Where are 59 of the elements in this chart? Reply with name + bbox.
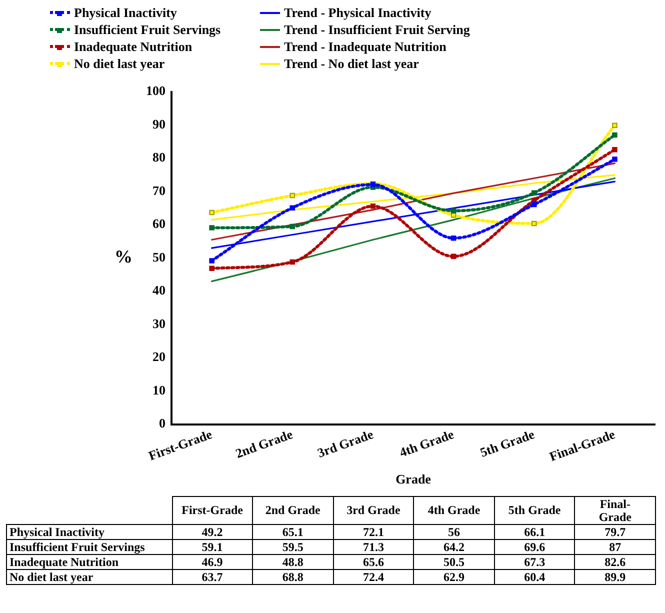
- data-label: 59.5: [252, 540, 334, 554]
- text: Insufficient Fruit Servings: [10, 540, 145, 554]
- y-tick-label: 70: [152, 182, 166, 198]
- data-label: 64.2: [414, 540, 494, 554]
- data-label: 87: [574, 540, 656, 554]
- y-tick-label: 20: [152, 349, 166, 364]
- data-label: 67.3: [494, 554, 575, 570]
- data-label: 62.9: [414, 570, 494, 584]
- data-label: 56: [414, 524, 494, 540]
- legend-label: Physical Inactivity: [74, 4, 177, 20]
- legend-label: Insufficient Fruit Servings: [74, 22, 221, 38]
- data-label: 69.6: [494, 540, 575, 554]
- data-label: 50.5: [414, 554, 494, 570]
- y-tick-label: 90: [152, 116, 166, 132]
- data-label: 82.6: [574, 554, 656, 570]
- legend-label: Inadequate Nutrition: [74, 38, 192, 54]
- x-tick-label: 4th Grade: [397, 426, 456, 460]
- data-label: 63.7: [172, 570, 253, 584]
- y-tick-label: 30: [152, 316, 166, 331]
- y-axis-title: %: [114, 246, 132, 267]
- y-tick-label: 80: [152, 150, 166, 165]
- data-label: 89.9: [574, 570, 656, 584]
- category-label: 5th Grade: [508, 503, 561, 517]
- data-label: 60.4: [494, 570, 575, 584]
- y-tick-label: 10: [152, 382, 166, 398]
- data-label: 68.8: [252, 570, 334, 584]
- legend-label: Trend - Inadequate Nutrition: [284, 38, 446, 54]
- data-label: 71.3: [333, 540, 414, 554]
- legend-label: Trend - Physical Inactivity: [284, 4, 432, 20]
- data-label: 65.6: [333, 554, 414, 570]
- data-label: 46.9: [172, 554, 253, 570]
- legend-label: No diet last year: [74, 56, 165, 72]
- y-tick-label: 100: [146, 83, 166, 98]
- x-tick-label: 5th Grade: [478, 426, 537, 460]
- x-axis-title: Grade: [396, 472, 432, 487]
- data-label: 66.1: [494, 524, 575, 540]
- data-label: 79.7: [574, 524, 656, 540]
- category-label: First-Grade: [182, 503, 243, 517]
- text: Inadequate Nutrition: [10, 554, 119, 568]
- category-label: 4th Grade: [428, 503, 480, 517]
- legend-label: Trend - No diet last year: [284, 56, 419, 72]
- x-tick-label: 2nd Grade: [233, 426, 295, 461]
- data-label: 48.8: [252, 554, 334, 570]
- legend-label: Trend - Insufficient Fruit Serving: [284, 22, 470, 38]
- data-label: 65.1: [252, 524, 334, 540]
- data-label: 72.1: [333, 524, 414, 540]
- y-tick-label: 0: [159, 416, 166, 431]
- y-tick-label: 50: [152, 249, 166, 264]
- text: Physical Inactivity: [10, 524, 104, 538]
- category-label: 2nd Grade: [265, 503, 320, 517]
- data-label: 59.1: [172, 540, 253, 554]
- data-label: 49.2: [172, 524, 253, 540]
- data-label: 72.4: [333, 570, 414, 584]
- y-tick-label: 40: [152, 282, 166, 298]
- text: No diet last year: [10, 570, 94, 584]
- x-tick-label: 3rd Grade: [315, 426, 376, 460]
- category-label: 3rd Grade: [346, 503, 400, 517]
- category-label: Final-Grade: [598, 496, 632, 524]
- y-tick-label: 60: [152, 216, 166, 232]
